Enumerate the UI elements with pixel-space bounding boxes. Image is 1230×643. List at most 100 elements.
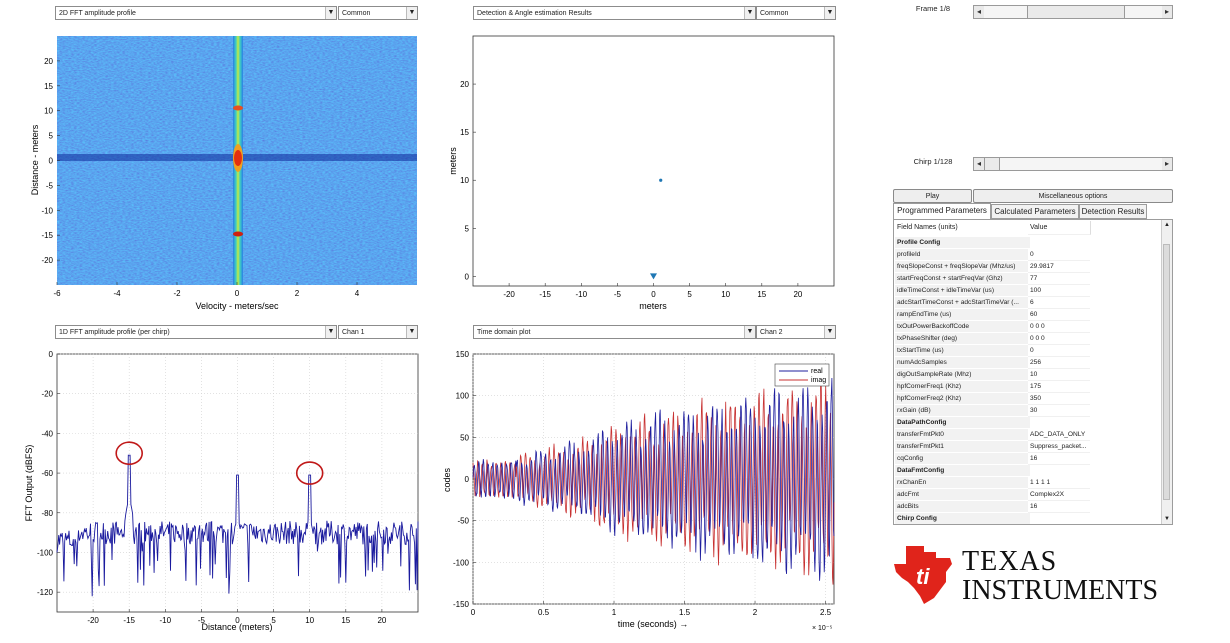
- x-tick-label: -5: [198, 616, 206, 625]
- heatmap-hotspot-target1: [233, 105, 243, 111]
- table-field-value[interactable]: 10: [1028, 369, 1090, 381]
- table-field-value[interactable]: 175: [1028, 381, 1090, 393]
- table-field-value[interactable]: 1 1 1 1: [1028, 477, 1090, 489]
- y-tick-label: 100: [456, 392, 470, 401]
- table-field-value[interactable]: 16: [1028, 453, 1090, 465]
- y-tick-label: -60: [41, 469, 53, 478]
- table-field-value[interactable]: 60: [1028, 309, 1090, 321]
- y-tick-label: 10: [44, 107, 53, 116]
- table-scrollbar[interactable]: ▲ ▼: [1161, 220, 1172, 524]
- peak-highlight-circle: [115, 441, 143, 466]
- plot-select-top-left[interactable]: 2D FFT amplitude profile ▼: [55, 6, 337, 20]
- y-tick-label: -10: [41, 206, 53, 215]
- x-tick-label: -20: [87, 616, 99, 625]
- chevron-left-icon[interactable]: ◂: [974, 6, 984, 18]
- table-field-name: txOutPowerBackoffCode: [895, 321, 1030, 333]
- detection-points: [650, 178, 663, 280]
- table-field-value[interactable]: 16: [1028, 501, 1090, 513]
- x-tick-label: 5: [687, 290, 692, 299]
- table-field-name: rxGain (dB): [895, 405, 1030, 417]
- channel-select-top-left-value: Common: [342, 10, 371, 17]
- table-field-value[interactable]: Suppress_packet...: [1028, 441, 1090, 453]
- scroll-down-icon[interactable]: ▼: [1164, 516, 1170, 522]
- chevron-left-icon[interactable]: ◂: [974, 158, 984, 170]
- channel-select-bottom-left[interactable]: Chan 1 ▼: [338, 325, 418, 339]
- table-field-name: transferFmtPkt1: [895, 441, 1030, 453]
- channel-select-top-right[interactable]: Common ▼: [756, 6, 836, 20]
- x-tick-label: 0: [471, 608, 476, 617]
- play-button[interactable]: Play: [893, 189, 972, 203]
- y-tick-label: 10: [460, 176, 469, 185]
- tab-calculated-parameters[interactable]: Calculated Parameters: [991, 204, 1079, 219]
- y-tick-label: 5: [465, 224, 470, 233]
- table-field-value[interactable]: 29.9817: [1028, 261, 1090, 273]
- detection-axes: -20 -15 -10 -5 0 5 10 15 20 0 5 10 15 20: [460, 80, 803, 299]
- frame-slider-thumb[interactable]: [1026, 6, 1125, 18]
- ti-logo-icon: ti: [894, 546, 952, 604]
- chevron-right-icon[interactable]: ▸: [1162, 6, 1172, 18]
- x-tick-label: 2.5: [820, 608, 832, 617]
- plot-select-bottom-right[interactable]: Time domain plot ▼: [473, 325, 756, 339]
- scroll-up-icon[interactable]: ▲: [1164, 222, 1170, 228]
- y-tick-label: -100: [37, 548, 54, 557]
- x-tick-label: 2: [295, 289, 300, 298]
- table-field-value[interactable]: Complex2X: [1028, 489, 1090, 501]
- table-field-value[interactable]: 30: [1028, 405, 1090, 417]
- table-field-name: digOutSampleRate (Mhz): [895, 369, 1030, 381]
- x-tick-label: -10: [576, 290, 588, 299]
- y-tick-label: -80: [41, 509, 53, 518]
- table-field-value[interactable]: 6: [1028, 297, 1090, 309]
- tab-detection-results[interactable]: Detection Results: [1079, 204, 1147, 219]
- table-field-value[interactable]: 100: [1028, 285, 1090, 297]
- chevron-down-icon: ▼: [824, 7, 835, 19]
- table-section-name: DataFmtConfig: [895, 465, 1030, 477]
- channel-select-bottom-right[interactable]: Chan 2 ▼: [756, 325, 836, 339]
- chevron-down-icon: ▼: [406, 7, 417, 19]
- time-domain-plot: 0 0.5 1 1.5 2 2.5 150 100 50 0 -50 -100 -150 real im…: [442, 350, 835, 632]
- misc-options-button[interactable]: Miscellaneous options: [973, 189, 1173, 203]
- table-field-name: txStartTime (us): [895, 345, 1030, 357]
- chirp-label: Chirp 1/128: [913, 157, 953, 166]
- chirp-slider[interactable]: ◂ ▸: [973, 157, 1173, 171]
- plot-select-bottom-left-value: 1D FFT amplitude profile (per chirp): [59, 329, 170, 336]
- table-field-value[interactable]: 256: [1028, 357, 1090, 369]
- ti-logo-line1: Texas: [962, 546, 1058, 577]
- chirp-slider-thumb[interactable]: [984, 158, 1000, 170]
- parameters-table: Field Names (units) Value Profile Config…: [893, 219, 1173, 525]
- table-field-name: freqSlopeConst + freqSlopeVar (Mhz/us): [895, 261, 1030, 273]
- table-field-value[interactable]: ADC_DATA_ONLY: [1028, 429, 1090, 441]
- table-field-name: hpfCornerFreq2 (Khz): [895, 393, 1030, 405]
- channel-select-bottom-left-value: Chan 1: [342, 329, 365, 336]
- x-tick-label: 15: [341, 616, 350, 625]
- y-tick-label: -20: [41, 390, 53, 399]
- x-tick-label: -4: [113, 289, 121, 298]
- plot-select-bottom-left[interactable]: 1D FFT amplitude profile (per chirp) ▼: [55, 325, 337, 339]
- table-field-value[interactable]: 0: [1028, 345, 1090, 357]
- table-scrollbar-thumb[interactable]: [1163, 244, 1170, 500]
- table-field-value[interactable]: 350: [1028, 393, 1090, 405]
- chevron-right-icon[interactable]: ▸: [1162, 158, 1172, 170]
- tab-programmed-parameters[interactable]: Programmed Parameters: [893, 203, 991, 219]
- x-tick-label: 0: [651, 290, 656, 299]
- range-fft-peak-markers: [115, 441, 324, 485]
- chevron-down-icon: ▼: [406, 326, 417, 338]
- y-tick-label: 0: [465, 475, 470, 484]
- table-field-value[interactable]: 0 0 0: [1028, 321, 1090, 333]
- table-field-value[interactable]: 77: [1028, 273, 1090, 285]
- table-field-name: hpfCornerFreq1 (Khz): [895, 381, 1030, 393]
- x-tick-label: 1.5: [679, 608, 691, 617]
- y-tick-label: -150: [453, 600, 470, 609]
- x-tick-label: -10: [160, 616, 172, 625]
- peak-highlight-circle: [295, 461, 324, 485]
- frame-slider[interactable]: ◂ ▸: [973, 5, 1173, 19]
- chevron-down-icon: ▼: [744, 326, 755, 338]
- table-field-value[interactable]: 0 0 0: [1028, 333, 1090, 345]
- table-field-value[interactable]: 0: [1028, 249, 1090, 261]
- plot-select-top-right[interactable]: Detection & Angle estimation Results ▼: [473, 6, 756, 20]
- range-fft-grid: -20 -15 -10 -5 0 5 10 15 20 0 -20 -40 -60 -80 -100 -120: [37, 350, 418, 625]
- detection-point: [659, 178, 663, 182]
- x-tick-label: 20: [793, 290, 802, 299]
- x-tick-label: 10: [305, 616, 314, 625]
- channel-select-top-left[interactable]: Common ▼: [338, 6, 418, 20]
- time-xlabel: time (seconds) →: [618, 619, 689, 629]
